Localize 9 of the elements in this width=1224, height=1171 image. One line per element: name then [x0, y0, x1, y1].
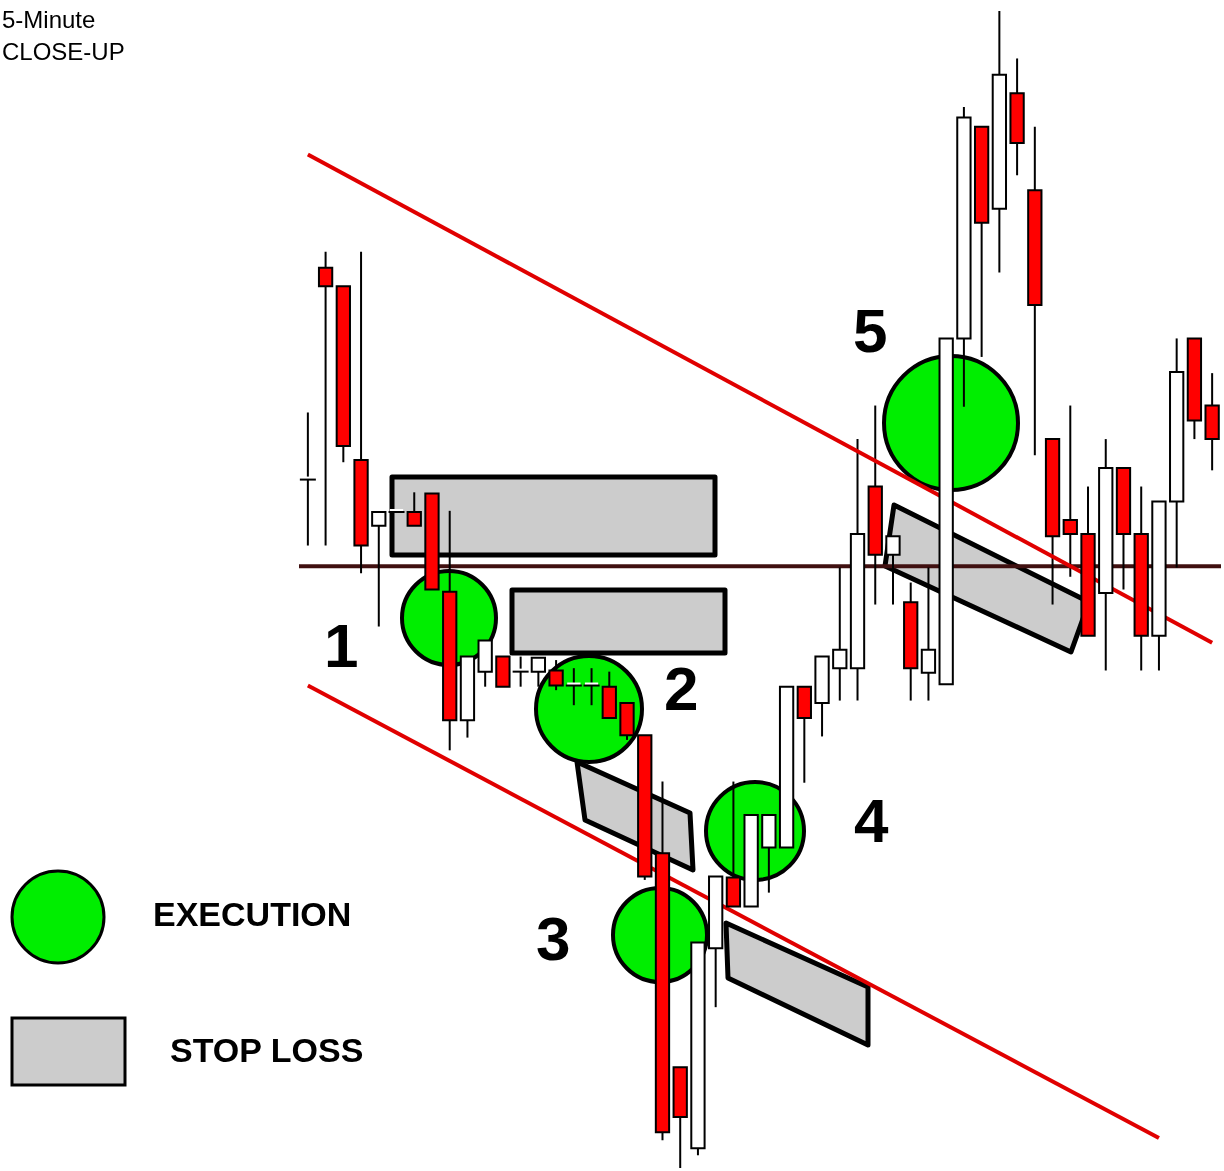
annotation: 3	[536, 904, 571, 974]
annotation: 4	[854, 786, 889, 856]
annotation: 5	[853, 296, 888, 366]
text: CLOSE-UP	[2, 37, 125, 67]
annotation: 1	[324, 611, 359, 681]
text: 5-Minute	[2, 5, 97, 35]
annotation: STOP LOSS	[170, 1031, 364, 1070]
annotation: EXECUTION	[153, 895, 352, 934]
annotation: 2	[664, 654, 699, 724]
